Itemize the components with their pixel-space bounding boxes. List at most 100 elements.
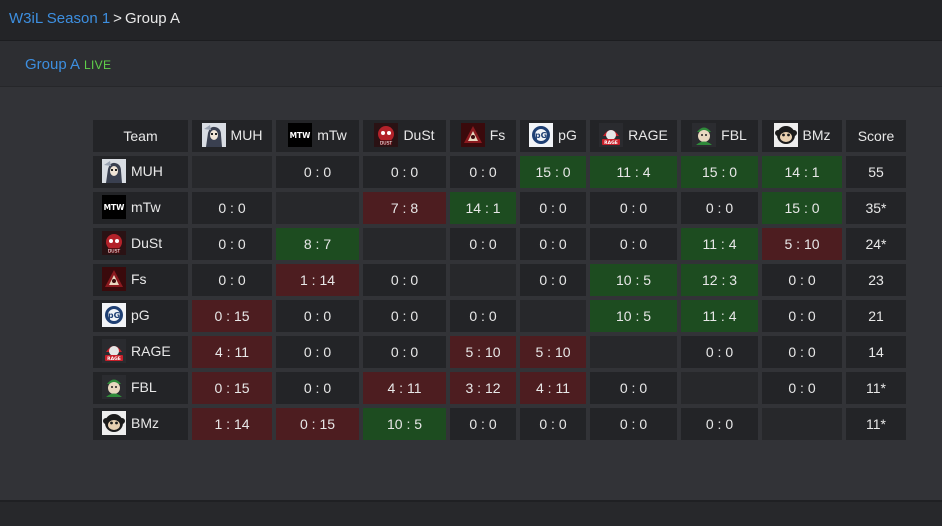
match-result-cell[interactable]: 0 : 15 xyxy=(192,372,272,404)
mtw-logo-icon: MTW xyxy=(288,122,313,147)
match-result-cell[interactable]: 0 : 0 xyxy=(762,300,842,332)
match-result-cell[interactable]: 10 : 5 xyxy=(363,408,446,440)
match-result-cell[interactable]: 0 : 0 xyxy=(192,192,272,224)
team-column-header: Team xyxy=(93,120,188,152)
match-result-cell[interactable]: 8 : 7 xyxy=(276,228,359,260)
self-match-cell xyxy=(363,228,446,260)
match-result-cell[interactable]: 5 : 10 xyxy=(520,336,586,368)
match-result-cell[interactable]: 5 : 10 xyxy=(762,228,842,260)
match-result-cell[interactable]: 0 : 0 xyxy=(520,408,586,440)
match-result-cell[interactable]: 0 : 15 xyxy=(192,300,272,332)
column-header-rage[interactable]: RAGE RAGE xyxy=(590,120,677,152)
match-result-cell[interactable]: 0 : 0 xyxy=(450,156,516,188)
column-header-bmz[interactable]: BMz xyxy=(762,120,842,152)
column-header-fbl[interactable]: FBL xyxy=(681,120,758,152)
svg-text:pG: pG xyxy=(535,131,547,140)
row-team-fs[interactable]: Fs xyxy=(93,264,188,296)
breadcrumb: W3iL Season 1 > Group A xyxy=(9,10,180,28)
match-result-cell[interactable]: 0 : 0 xyxy=(276,300,359,332)
match-result-cell[interactable]: 0 : 15 xyxy=(276,408,359,440)
row-team-label: FBL xyxy=(131,378,157,395)
match-result-cell[interactable]: 0 : 0 xyxy=(681,192,758,224)
group-header: Group A LIVE xyxy=(0,41,942,87)
pg-logo-icon: pG xyxy=(529,122,554,147)
match-result-cell[interactable]: 0 : 0 xyxy=(681,336,758,368)
match-result-cell[interactable]: 0 : 0 xyxy=(520,228,586,260)
row-team-muh[interactable]: MUH xyxy=(93,156,188,188)
match-result-cell[interactable]: 0 : 0 xyxy=(363,156,446,188)
match-result-cell[interactable]: 14 : 1 xyxy=(450,192,516,224)
match-result-cell[interactable]: 10 : 5 xyxy=(590,300,677,332)
match-result-cell[interactable]: 0 : 0 xyxy=(590,408,677,440)
self-match-cell xyxy=(762,408,842,440)
match-result-cell[interactable]: 0 : 0 xyxy=(520,264,586,296)
svg-text:DUST: DUST xyxy=(108,248,121,254)
row-team-bmz[interactable]: BMz xyxy=(93,408,188,440)
match-result-cell[interactable]: 11 : 4 xyxy=(681,228,758,260)
column-header-dust[interactable]: DUST DuSt xyxy=(363,120,446,152)
match-result-cell[interactable]: 0 : 0 xyxy=(681,408,758,440)
column-header-muh[interactable]: MUH xyxy=(192,120,272,152)
column-header-label: FBL xyxy=(721,126,747,143)
match-result-cell[interactable]: 0 : 0 xyxy=(762,264,842,296)
rage-logo-icon: RAGE xyxy=(102,338,126,363)
row-team-label: DuSt xyxy=(131,234,163,251)
match-result-cell[interactable]: 0 : 0 xyxy=(363,264,446,296)
row-team-rage[interactable]: RAGE RAGE xyxy=(93,336,188,368)
match-result-cell[interactable]: 0 : 0 xyxy=(450,300,516,332)
match-result-cell[interactable]: 4 : 11 xyxy=(363,372,446,404)
match-result-cell[interactable]: 4 : 11 xyxy=(520,372,586,404)
column-header-mtw[interactable]: MTW mTw xyxy=(276,120,359,152)
match-result-cell[interactable]: 10 : 5 xyxy=(590,264,677,296)
match-result-cell[interactable]: 0 : 0 xyxy=(192,264,272,296)
column-header-label: MUH xyxy=(230,126,263,143)
pg-logo-icon: pG xyxy=(102,302,126,327)
match-result-cell[interactable]: 3 : 12 xyxy=(450,372,516,404)
match-result-cell[interactable]: 0 : 0 xyxy=(192,228,272,260)
column-header-label: pG xyxy=(558,126,577,143)
top-bar: W3iL Season 1 > Group A xyxy=(0,0,942,41)
match-result-cell[interactable]: 14 : 1 xyxy=(762,156,842,188)
match-result-cell[interactable]: 12 : 3 xyxy=(681,264,758,296)
row-team-pg[interactable]: pG pG xyxy=(93,300,188,332)
breadcrumb-current: Group A xyxy=(124,10,180,27)
team-score-cell: 21 xyxy=(846,300,906,332)
match-result-cell[interactable]: 0 : 0 xyxy=(450,408,516,440)
match-result-cell[interactable]: 1 : 14 xyxy=(276,264,359,296)
match-result-cell[interactable]: 0 : 0 xyxy=(762,372,842,404)
match-result-cell[interactable]: 7 : 8 xyxy=(363,192,446,224)
match-result-cell[interactable]: 0 : 0 xyxy=(363,336,446,368)
match-result-cell[interactable]: 11 : 4 xyxy=(681,300,758,332)
match-result-cell[interactable]: 0 : 0 xyxy=(276,336,359,368)
match-result-cell[interactable]: 0 : 0 xyxy=(276,156,359,188)
match-result-cell[interactable]: 11 : 4 xyxy=(590,156,677,188)
match-result-cell[interactable]: 5 : 10 xyxy=(450,336,516,368)
column-header-content: FBL xyxy=(692,122,747,147)
match-result-cell[interactable]: 15 : 0 xyxy=(520,156,586,188)
match-result-cell[interactable]: 15 : 0 xyxy=(762,192,842,224)
match-result-cell[interactable]: 4 : 11 xyxy=(192,336,272,368)
match-result-cell[interactable]: 1 : 14 xyxy=(192,408,272,440)
row-team-fbl[interactable]: FBL xyxy=(93,372,188,404)
match-result-cell[interactable]: 0 : 0 xyxy=(363,300,446,332)
match-result-cell[interactable]: 15 : 0 xyxy=(681,156,758,188)
group-title-link[interactable]: Group A xyxy=(25,56,81,73)
row-team-dust[interactable]: DUST DuSt xyxy=(93,228,188,260)
match-result-cell[interactable]: 0 : 0 xyxy=(590,192,677,224)
match-result-cell[interactable]: 0 : 0 xyxy=(276,372,359,404)
match-result-cell[interactable]: 0 : 0 xyxy=(520,192,586,224)
match-result-cell[interactable]: 0 : 0 xyxy=(590,372,677,404)
column-header-content: MTW mTw xyxy=(288,122,347,147)
row-team-label: MUH xyxy=(131,162,163,179)
match-result-cell[interactable]: 0 : 0 xyxy=(450,228,516,260)
match-result-cell[interactable]: 0 : 0 xyxy=(590,228,677,260)
muh-logo-icon xyxy=(201,122,226,147)
rage-logo-icon: RAGE xyxy=(599,122,624,147)
column-header-fs[interactable]: Fs xyxy=(450,120,516,152)
row-team-mtw[interactable]: MTW mTw xyxy=(93,192,188,224)
match-result-cell[interactable]: 0 : 0 xyxy=(762,336,842,368)
breadcrumb-season-link[interactable]: W3iL Season 1 xyxy=(9,10,111,27)
column-header-pg[interactable]: pG pG xyxy=(520,120,586,152)
